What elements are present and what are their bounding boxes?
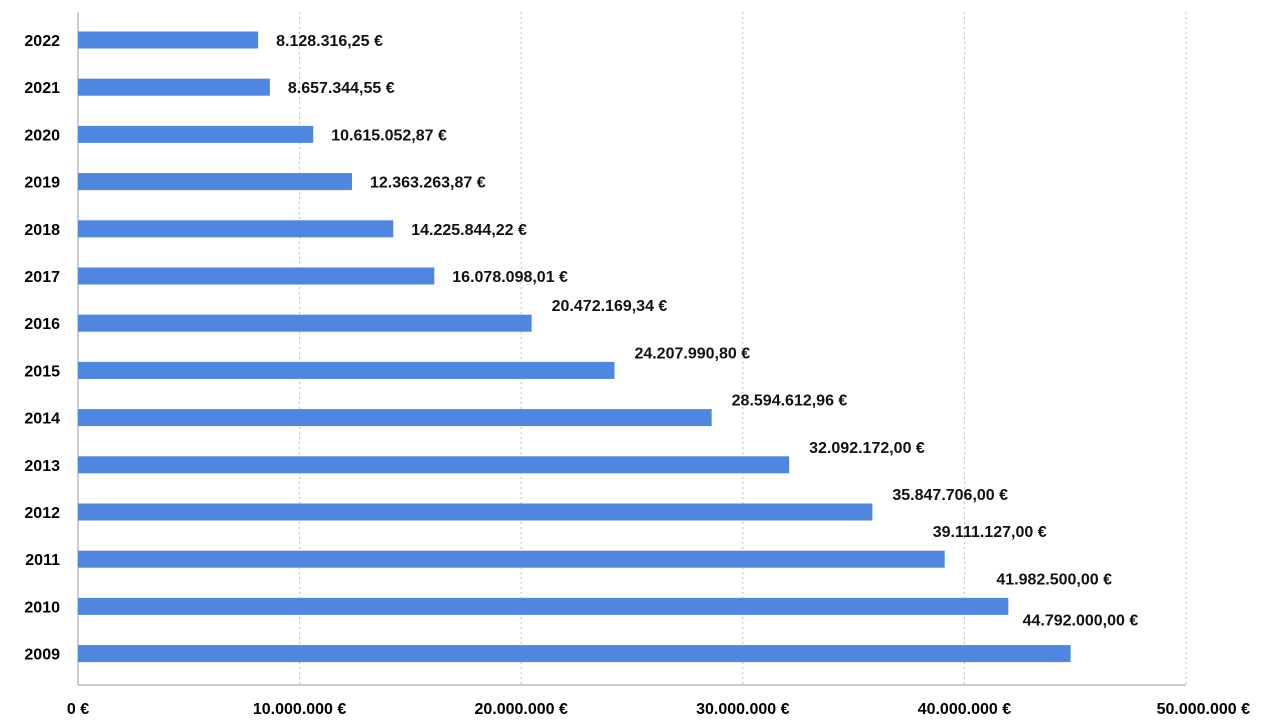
bar [78, 409, 712, 427]
x-tick-label: 10.000.000 € [253, 701, 347, 718]
data-label: 8.128.316,25 € [276, 33, 383, 50]
data-label: 39.111.127,00 € [933, 524, 1047, 541]
bar [78, 125, 314, 143]
data-label: 10.615.052,87 € [331, 127, 447, 144]
data-label: 20.472.169,34 € [552, 298, 668, 315]
bar [78, 220, 394, 238]
y-tick-label: 2010 [24, 599, 60, 616]
bar [78, 173, 352, 191]
data-label: 12.363.263,87 € [370, 175, 486, 192]
y-tick-label: 2016 [24, 316, 60, 333]
y-tick-label: 2014 [24, 411, 60, 428]
bar [78, 361, 615, 379]
y-tick-label: 2013 [24, 458, 60, 475]
y-tick-label: 2019 [24, 175, 60, 192]
y-tick-label: 2012 [24, 505, 60, 522]
bar [78, 550, 945, 568]
data-label: 14.225.844,22 € [411, 222, 527, 239]
bar-layer [78, 31, 1071, 663]
data-label: 8.657.344,55 € [288, 80, 395, 97]
x-tick-label: 20.000.000 € [474, 701, 568, 718]
grid-layer [77, 12, 1187, 686]
bar [78, 31, 259, 49]
bar [78, 78, 270, 96]
y-tick-label: 2020 [24, 127, 60, 144]
x-tick-label: 50.000.000 € [1157, 701, 1251, 718]
y-tick-label: 2009 [24, 647, 60, 664]
y-tick-label: 2022 [24, 33, 60, 50]
y-tick-label: 2011 [25, 552, 60, 569]
bar [78, 597, 1009, 615]
data-label: 32.092.172,00 € [809, 440, 925, 457]
data-label: 44.792.000,00 € [1023, 613, 1139, 630]
bar [78, 267, 435, 285]
label-layer: 0 € 10.000.000 € 20.000.000 € 30.000.000 € 4… [24, 33, 1250, 718]
bar [78, 645, 1071, 663]
data-label: 28.594.612,96 € [732, 393, 848, 410]
y-tick-label: 2017 [24, 269, 60, 286]
bar [78, 503, 873, 521]
bar [78, 314, 532, 332]
x-tick-label: 30.000.000 € [696, 701, 790, 718]
y-tick-label: 2018 [24, 222, 60, 239]
y-tick-label: 2021 [24, 80, 60, 97]
data-label: 16.078.098,01 € [452, 269, 568, 286]
y-tick-label: 2015 [24, 363, 60, 380]
x-tick-label: 0 € [67, 701, 89, 718]
data-label: 41.982.500,00 € [996, 571, 1112, 588]
data-label: 35.847.706,00 € [892, 487, 1008, 504]
data-label: 24.207.990,80 € [634, 345, 750, 362]
bar [78, 456, 790, 474]
x-tick-label: 40.000.000 € [918, 701, 1012, 718]
